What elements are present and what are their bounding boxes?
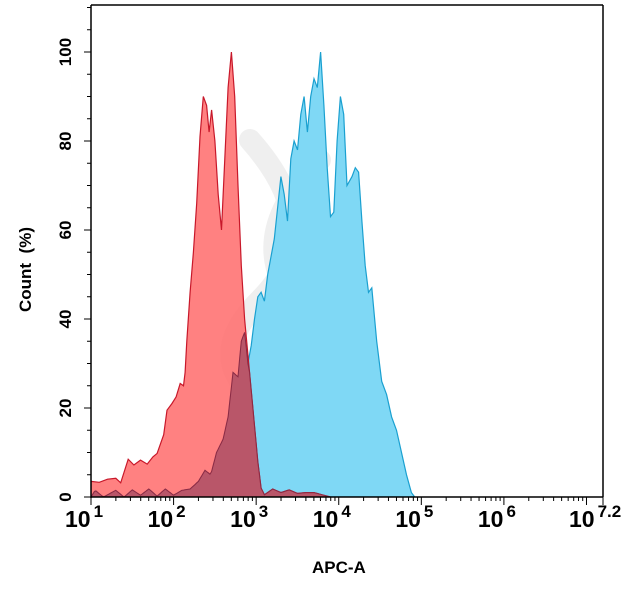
x-tick-label: 10 2 — [147, 502, 186, 532]
y-tick-label: 20 — [56, 398, 75, 418]
y-tick-label: 40 — [56, 309, 75, 329]
x-tick-marks — [90, 497, 604, 505]
x-axis-label: APC-A — [312, 558, 366, 577]
axes — [90, 4, 604, 498]
x-tick-label: 10 5 — [395, 502, 434, 532]
y-tick-label: 60 — [56, 220, 75, 240]
x-tick-label: 10 3 — [230, 502, 269, 532]
y-tick-label: 80 — [56, 131, 75, 151]
y-tick-label: 100 — [56, 37, 75, 67]
overlap-region — [91, 332, 330, 497]
x-tick-label: 10 7.2 — [569, 502, 622, 532]
x-tick-label: 10 4 — [312, 502, 351, 532]
x-tick-label: 10 6 — [477, 502, 516, 532]
y-axis-label: Count (%) — [16, 227, 35, 312]
y-tick-marks — [84, 7, 91, 498]
x-tick-label: 10 1 — [65, 502, 104, 532]
